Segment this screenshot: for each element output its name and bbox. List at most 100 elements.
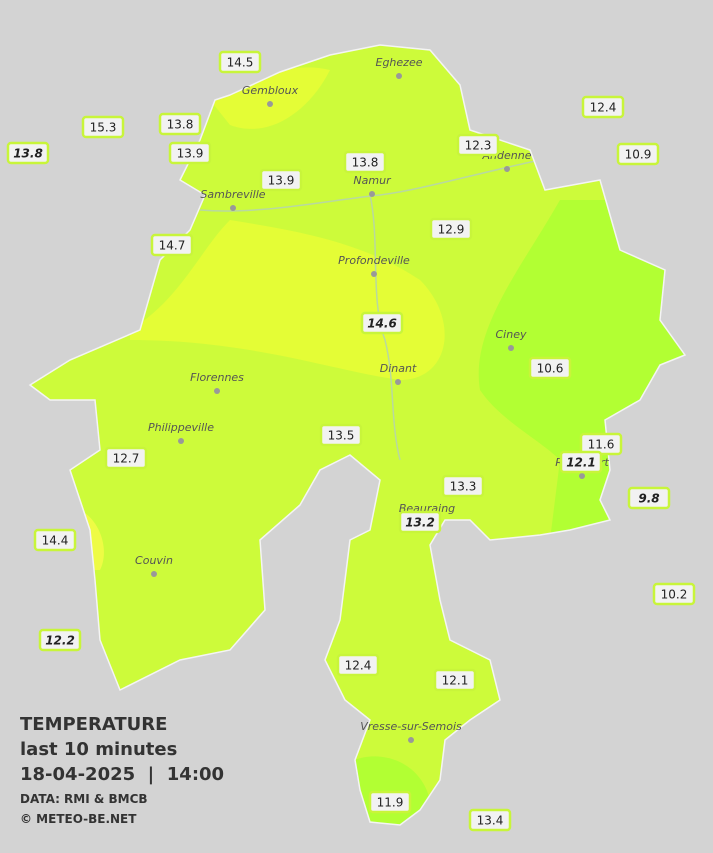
station: 13.8 (343, 150, 387, 174)
city-dot (267, 101, 273, 107)
station-box (368, 790, 412, 814)
city-label: Eghezee (376, 56, 423, 69)
station: 12.1 (433, 668, 477, 692)
station: 12.3 (456, 133, 500, 157)
station-box (150, 233, 194, 257)
station-box (441, 474, 485, 498)
city-label: Ciney (496, 328, 527, 341)
station-box (616, 142, 660, 166)
station-box (528, 356, 572, 380)
station: 12.1 (559, 450, 603, 474)
station-box (6, 141, 50, 165)
station: 12.4 (581, 95, 625, 119)
city-dot (371, 271, 377, 277)
station-value: 12.4 (590, 101, 617, 115)
station-value: 14.7 (159, 239, 186, 253)
station-box (319, 423, 363, 447)
city-label: Sambreville (200, 188, 265, 201)
station: 14.7 (150, 233, 194, 257)
city-dot (369, 191, 375, 197)
station-box (104, 446, 148, 470)
station-box (433, 668, 477, 692)
station-box (398, 510, 442, 534)
station-box (456, 133, 500, 157)
station: 13.4 (468, 808, 512, 832)
station-value: 15.3 (90, 121, 117, 135)
city-dot (214, 388, 220, 394)
city-dot (504, 166, 510, 172)
station-box (81, 115, 125, 139)
station: 13.5 (319, 423, 363, 447)
station: 12.9 (429, 217, 473, 241)
station-box (259, 168, 303, 192)
station: 13.9 (259, 168, 303, 192)
station-box (336, 653, 380, 677)
station-value: 13.5 (328, 429, 355, 443)
station-value: 12.3 (465, 139, 492, 153)
station: 10.2 (652, 582, 696, 606)
station: 10.9 (616, 142, 660, 166)
city-label: Vresse-sur-Semois (360, 720, 462, 733)
city-label: Profondeville (338, 254, 410, 267)
station-value: 13.9 (177, 147, 204, 161)
station: 11.9 (368, 790, 412, 814)
station-value: 10.9 (625, 148, 652, 162)
station-value: 13.8 (167, 118, 194, 132)
station-value: 12.7 (113, 452, 140, 466)
city-dot (151, 571, 157, 577)
station: 9.8 (627, 486, 671, 510)
station-value: 13.3 (450, 480, 477, 494)
city-dot (396, 73, 402, 79)
city-dot (230, 205, 236, 211)
station: 14.4 (33, 528, 77, 552)
legend-title: TEMPERATURE (20, 714, 167, 735)
legend-source: DATA: RMI & BMCB (20, 792, 148, 806)
station: 10.6 (528, 356, 572, 380)
city-label: Florennes (190, 371, 244, 384)
city-label: Dinant (380, 362, 417, 375)
station: 13.9 (168, 141, 212, 165)
legend-credit: © METEO-BE.NET (20, 812, 137, 826)
station-box (627, 486, 671, 510)
station: 12.2 (38, 628, 82, 652)
station-value: 10.2 (661, 588, 688, 602)
station-box (360, 311, 404, 335)
station-box (343, 150, 387, 174)
station-value: 11.6 (588, 438, 615, 452)
legend-datetime: 18-04-2025 | 14:00 (20, 764, 224, 785)
station-box (559, 450, 603, 474)
station: 13.2 (398, 510, 442, 534)
station: 12.4 (336, 653, 380, 677)
station-box (429, 217, 473, 241)
station-value: 14.5 (227, 56, 254, 70)
station: 13.8 (6, 141, 50, 165)
station-box (168, 141, 212, 165)
station: 14.6 (360, 311, 404, 335)
station-value: 13.2 (405, 516, 435, 530)
city-label: Namur (353, 174, 392, 187)
station-value: 14.4 (42, 534, 69, 548)
station-value: 10.6 (537, 362, 564, 376)
station-value: 12.1 (442, 674, 469, 688)
station-value: 13.9 (268, 174, 295, 188)
station-value: 12.9 (438, 223, 465, 237)
city-label: Couvin (135, 554, 173, 567)
station-box (468, 808, 512, 832)
station: 12.7 (104, 446, 148, 470)
station-value: 13.8 (352, 156, 379, 170)
city-dot (178, 438, 184, 444)
station-value: 13.4 (477, 814, 504, 828)
station-value: 13.8 (13, 147, 43, 161)
station-value: 14.6 (367, 317, 397, 331)
station: 13.8 (158, 112, 202, 136)
station-box (158, 112, 202, 136)
city-dot (408, 737, 414, 743)
station-box (218, 50, 262, 74)
city-label: Philippeville (148, 421, 214, 434)
legend-subtitle: last 10 minutes (20, 739, 177, 760)
city-label: Gembloux (242, 84, 299, 97)
city-dot (508, 345, 514, 351)
station-value: 12.4 (345, 659, 372, 673)
station-value: 11.9 (377, 796, 404, 810)
